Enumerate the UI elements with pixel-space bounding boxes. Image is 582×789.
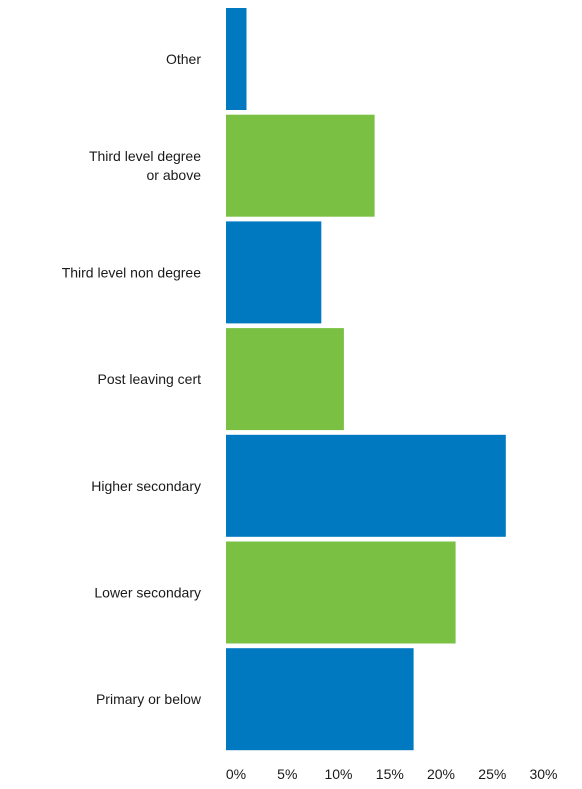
- category-label-primary-or-below: Primary or below: [96, 691, 202, 707]
- bar-post-leaving-cert: [226, 328, 344, 431]
- bar-lower-secondary: [226, 541, 456, 644]
- x-tick-label-25: 25%: [478, 766, 506, 782]
- x-axis-ticks-group: 0% 5% 10% 15% 20% 25% 30%: [226, 766, 558, 782]
- category-label-other: Other: [166, 51, 201, 67]
- category-label-line: Other: [166, 51, 201, 67]
- category-label-line: Lower secondary: [94, 585, 201, 601]
- x-tick-label-30: 30%: [529, 766, 557, 782]
- x-tick-label-5: 5%: [277, 766, 297, 782]
- x-tick-label-0: 0%: [226, 766, 246, 782]
- bar-other: [226, 8, 247, 110]
- category-label-third-level-degree-or-above: Third level degree or above: [89, 148, 201, 183]
- category-label-line: Higher secondary: [91, 478, 201, 494]
- bars-group: [226, 8, 506, 751]
- category-label-line: Third level degree: [89, 148, 201, 164]
- category-label-lower-secondary: Lower secondary: [94, 585, 201, 601]
- bar-higher-secondary: [226, 434, 506, 537]
- category-label-line: Post leaving cert: [98, 371, 202, 387]
- category-label-third-level-non-degree: Third level non degree: [62, 264, 202, 280]
- category-label-line: Primary or below: [96, 691, 202, 707]
- bar-third-level-non-degree: [226, 221, 322, 324]
- x-tick-label-20: 20%: [427, 766, 455, 782]
- bar-third-level-degree-or-above: [226, 114, 375, 217]
- bar-primary-or-below: [226, 648, 414, 751]
- category-label-higher-secondary: Higher secondary: [91, 478, 201, 494]
- category-label-line: or above: [147, 167, 202, 183]
- category-label-line: Third level non degree: [62, 264, 202, 280]
- x-tick-label-10: 10%: [324, 766, 352, 782]
- category-label-post-leaving-cert: Post leaving cert: [98, 371, 202, 387]
- x-tick-label-15: 15%: [376, 766, 404, 782]
